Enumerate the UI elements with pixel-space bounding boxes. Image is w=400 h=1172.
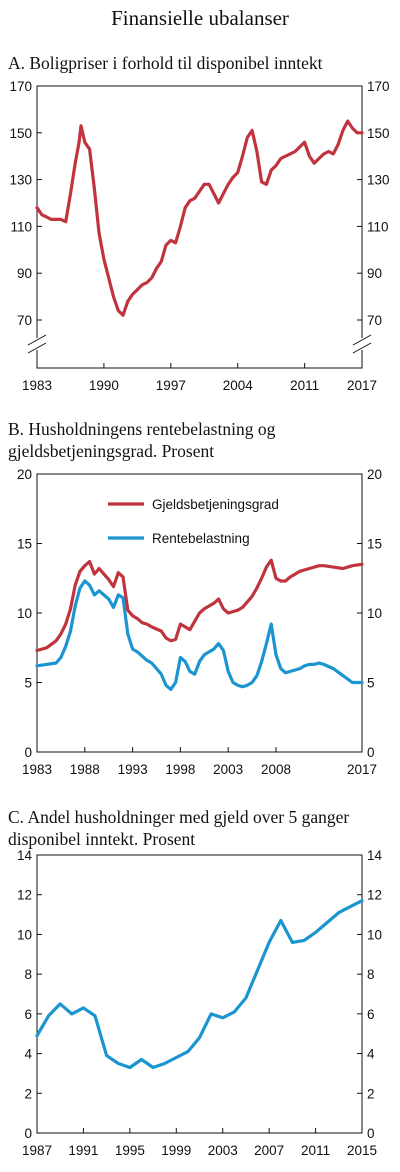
y-tick-label-right: 4 [367,1047,375,1062]
y-tick-label-left: 12 [17,888,32,903]
y-tick-label-left: 2 [24,1086,32,1101]
panel-b-title: B. Husholdningens rentebelastning og gje… [8,419,276,461]
x-tick-label: 1998 [165,762,195,777]
plot-frame [36,85,363,369]
x-tick-label: 2004 [223,378,254,393]
axis-break-mark [352,342,372,354]
axis-break-gap [31,338,43,350]
x-tick-label: 1987 [22,1143,52,1158]
x-tick-label: 1997 [156,378,186,393]
panel-c-title: C. Andel husholdninger med gjeld over 5 … [8,807,350,849]
series-line-series-0 [35,119,364,317]
y-tick-label-right: 2 [367,1086,375,1101]
chart-panel-b: 0 0 5 5 10 10 15 15 20 20 1983 1988 1993 1998 2003 2008… [17,467,382,777]
y-tick-label-right: 0 [367,1126,375,1141]
x-tick-label: 1999 [161,1143,191,1158]
plot-frame [36,854,363,1134]
y-tick-label-right: 150 [367,126,390,141]
legend-label: Rentebelastning [152,531,250,546]
axis-break-mark [352,334,372,346]
y-tick-label-left: 110 [10,219,32,234]
x-tick-label: 2003 [213,762,243,777]
legend-label: Gjeldsbetjeningsgrad [152,497,279,512]
y-tick-label-left: 6 [24,1007,32,1022]
x-tick-label: 1991 [68,1143,98,1158]
y-tick-label-left: 150 [9,126,32,141]
y-tick-label-left: 5 [24,676,32,691]
y-tick-label-right: 10 [367,927,382,942]
series-line-rentebelastning [35,579,364,691]
y-tick-label-left: 130 [9,173,32,188]
y-tick-label-right: 70 [367,313,382,328]
y-tick-label-right: 14 [367,850,383,863]
x-tick-label: 1983 [22,762,52,777]
figure-title: Finansielle ubalanser [111,6,289,30]
axis-break-mark [27,342,47,354]
y-tick-label-right: 0 [367,745,375,760]
y-tick-label-left: 90 [17,266,32,281]
x-tick-label: 2003 [208,1143,238,1158]
y-tick-label-right: 15 [367,537,382,552]
y-tick-label-left: 70 [17,313,32,328]
y-tick-label-left: 10 [17,927,32,942]
y-tick-label-left: 8 [24,967,32,982]
y-tick-label-left: 20 [17,467,32,482]
y-tick-label-right: 8 [367,967,375,982]
y-tick-label-left: 0 [24,1126,32,1141]
y-tick-label-right: 6 [367,1007,375,1022]
x-tick-label: 1990 [89,378,119,393]
x-tick-label: 2017 [347,762,377,777]
y-tick-label-right: 20 [367,467,382,482]
chart-panel-a: 70 70 90 90 110 110 130 130 150 150 170 170 1983 1990… [9,80,390,393]
chart-panel-c: 0 0 2 2 4 4 6 6 8 8 10 10 12 12 14 14 1987 1991 1995 1999 20… [17,850,383,1158]
axis-break-gap [356,338,368,350]
x-tick-label: 1983 [22,378,52,393]
y-tick-label-left: 14 [17,850,33,863]
y-tick-label-right: 12 [367,888,382,903]
x-tick-label: 2011 [301,1143,330,1158]
y-tick-label-right: 5 [367,676,375,691]
y-tick-label-left: 4 [24,1047,32,1062]
y-tick-label-left: 10 [17,606,32,621]
y-tick-label-left: 170 [9,80,32,94]
y-tick-label-right: 130 [367,173,390,188]
x-tick-label: 2015 [347,1143,377,1158]
series-line-gjeldsbetjeningsgrad [35,558,364,653]
y-tick-label-left: 0 [24,745,32,760]
x-tick-label: 2017 [347,378,377,393]
x-tick-label: 1995 [115,1143,145,1158]
x-tick-label: 1988 [70,762,100,777]
y-tick-label-left: 15 [17,537,32,552]
x-tick-label: 2011 [290,378,319,393]
y-tick-label-right: 10 [367,606,382,621]
x-tick-label: 1993 [118,762,148,777]
x-tick-label: 2008 [261,762,291,777]
y-tick-label-right: 170 [367,80,390,94]
series-line-series-0 [35,899,364,1070]
y-tick-label-right: 110 [367,219,389,234]
axis-break-mark [27,334,47,346]
panel-a-title: A. Boligpriser i forhold til disponibel … [8,53,323,73]
x-tick-label: 2007 [254,1143,284,1158]
y-tick-label-right: 90 [367,266,382,281]
